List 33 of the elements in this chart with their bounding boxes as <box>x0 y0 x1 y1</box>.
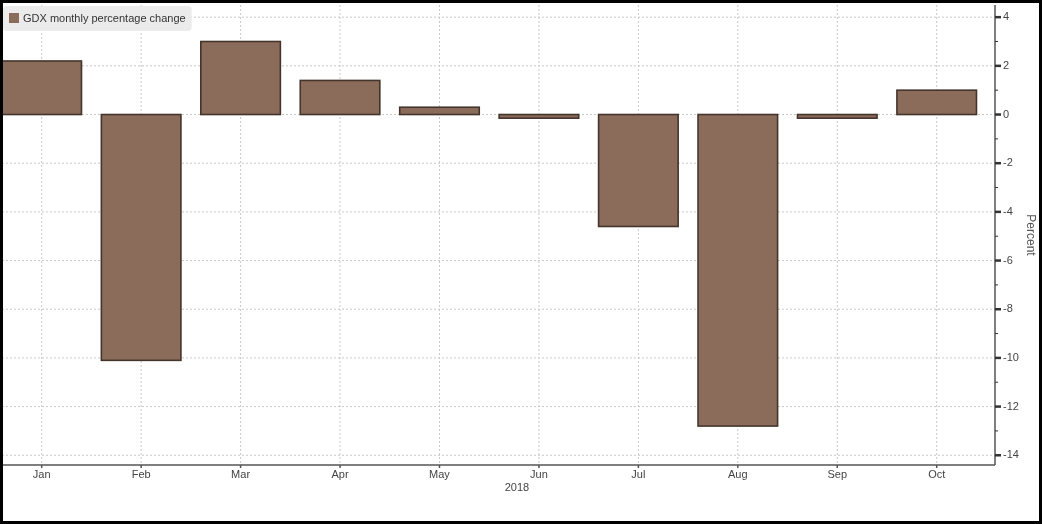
x-tick-label: Oct <box>928 467 946 480</box>
x-tick-label: Jun <box>530 467 548 480</box>
bar <box>299 79 381 116</box>
bar <box>796 113 878 119</box>
y-tick-label: 2 <box>1003 58 1010 71</box>
y-tick-label: 0 <box>1003 107 1010 120</box>
bar <box>697 113 779 427</box>
legend-label: GDX monthly percentage change <box>23 11 186 24</box>
x-tick-label: Apr <box>331 467 349 480</box>
x-axis-title: 2018 <box>504 480 530 493</box>
x-tick-label: Feb <box>131 467 151 480</box>
y-tick-label: -12 <box>1003 399 1019 412</box>
x-tick-label: Sep <box>827 467 848 480</box>
y-tick-label: -2 <box>1003 156 1013 169</box>
x-tick-label: Jul <box>631 467 646 480</box>
y-axis-title: Percent <box>1023 214 1038 257</box>
y-tick-label: 4 <box>1003 10 1010 23</box>
bar <box>200 40 282 116</box>
y-tick-label: -10 <box>1003 350 1019 363</box>
bar <box>1 60 83 116</box>
bar <box>597 113 679 228</box>
y-tick-label: -6 <box>1003 253 1013 266</box>
x-tick-label: Aug <box>728 467 748 480</box>
x-tick-label: Jan <box>32 467 51 480</box>
x-tick-label: May <box>429 467 451 480</box>
y-tick-label: -14 <box>1003 448 1019 461</box>
y-tick-label: -8 <box>1003 302 1013 315</box>
bar <box>398 106 481 116</box>
y-tick-label: -4 <box>1003 204 1013 217</box>
bar <box>498 113 580 119</box>
x-tick-label: Mar <box>231 467 251 480</box>
bar <box>896 89 978 116</box>
bar <box>100 113 182 362</box>
